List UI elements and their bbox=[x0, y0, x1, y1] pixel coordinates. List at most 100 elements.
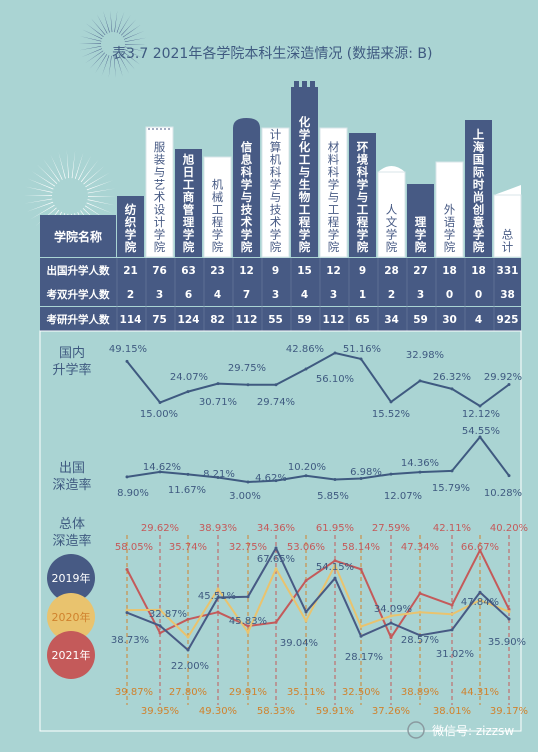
data-label: 10.28% bbox=[484, 488, 522, 499]
column-crenel bbox=[310, 81, 315, 87]
column-name-char: 机 bbox=[212, 178, 224, 192]
data-point bbox=[186, 635, 190, 639]
sun-ray bbox=[81, 48, 103, 58]
sun-ray bbox=[122, 51, 141, 65]
table-row-band bbox=[40, 258, 521, 282]
table-row-label: 出国升学人数 bbox=[47, 264, 110, 277]
data-point bbox=[304, 474, 308, 478]
column-name-char: 文 bbox=[386, 215, 398, 229]
table-cell: 4 bbox=[214, 289, 221, 301]
column-name-char: 学 bbox=[154, 228, 166, 242]
data-label: 34.09% bbox=[374, 604, 412, 615]
data-label: 38.01% bbox=[433, 706, 471, 717]
watermark: 微信号: zizzsw bbox=[407, 721, 514, 739]
data-label: 47.34% bbox=[401, 542, 439, 553]
column-body bbox=[145, 126, 174, 258]
data-label: 35.90% bbox=[488, 637, 526, 648]
data-label: 5.85% bbox=[317, 491, 349, 502]
column-name-char: 院 bbox=[386, 240, 398, 254]
column-name-char: 尚 bbox=[473, 190, 485, 204]
table-cell: 3 bbox=[417, 289, 424, 301]
table-cell: 18 bbox=[442, 265, 457, 277]
sun-ray bbox=[103, 11, 110, 33]
data-label: 29.74% bbox=[257, 397, 295, 408]
data-point bbox=[274, 567, 278, 571]
overall-rate-caption-line1: 总体 bbox=[59, 517, 85, 532]
column-name-char: 技 bbox=[241, 203, 253, 217]
data-label: 59.91% bbox=[316, 706, 354, 717]
table-cell: 23 bbox=[210, 265, 225, 277]
data-point bbox=[274, 620, 278, 624]
column-body bbox=[319, 127, 348, 258]
domestic-rate-caption-line1: 国内 bbox=[59, 345, 85, 361]
data-point bbox=[507, 607, 511, 611]
column-body bbox=[377, 171, 406, 258]
column-name-char: 工 bbox=[328, 203, 340, 217]
data-label: 8.90% bbox=[117, 488, 149, 499]
data-label: 29.75% bbox=[228, 363, 266, 374]
data-label: 29.92% bbox=[484, 372, 522, 383]
column-name-char: 工 bbox=[357, 203, 369, 217]
sun-ray bbox=[24, 195, 53, 196]
watermark-text: 微信号: zizzsw bbox=[432, 724, 514, 738]
sun-ray bbox=[79, 43, 102, 44]
table-cell: 2 bbox=[127, 289, 134, 301]
data-point bbox=[450, 469, 454, 473]
data-point bbox=[246, 480, 250, 484]
data-point bbox=[359, 634, 363, 638]
sun-ray bbox=[50, 154, 63, 180]
data-point bbox=[418, 633, 422, 637]
table-cell: 0 bbox=[446, 289, 453, 301]
table-cell: 3 bbox=[156, 289, 163, 301]
column-body bbox=[175, 149, 202, 257]
table-cell: 6 bbox=[185, 289, 192, 301]
column-dome bbox=[233, 118, 260, 128]
column-body bbox=[291, 87, 318, 257]
data-label: 44.31% bbox=[461, 687, 499, 698]
data-point bbox=[478, 404, 482, 408]
data-point bbox=[418, 591, 422, 595]
column-name-char: 院 bbox=[357, 240, 369, 254]
column-name-char: 材 bbox=[328, 140, 340, 154]
data-point bbox=[304, 579, 308, 583]
data-label: 32.87% bbox=[149, 609, 187, 620]
data-label: 38.73% bbox=[111, 635, 149, 646]
data-label: 42.86% bbox=[286, 344, 324, 355]
data-label: 22.00% bbox=[171, 661, 209, 672]
data-label: 32.75% bbox=[229, 542, 267, 553]
column-name-char: 院 bbox=[125, 240, 137, 254]
table-row-band bbox=[40, 307, 521, 331]
column-body bbox=[233, 128, 260, 257]
column-name-char: 计 bbox=[502, 240, 514, 254]
column-name-char: 与 bbox=[357, 190, 369, 204]
table-row: 出国升学人数 21 76 63 23 12 9 15 12 9 28 27 18 18 331 bbox=[40, 258, 521, 282]
data-label: 45.83% bbox=[229, 616, 267, 627]
sun-ray bbox=[24, 186, 53, 193]
column-name-char: 环 bbox=[357, 140, 369, 154]
data-point bbox=[333, 478, 337, 482]
column-name-char: 科 bbox=[241, 165, 253, 179]
data-label: 32.98% bbox=[406, 350, 444, 361]
data-point bbox=[186, 472, 190, 476]
data-label: 12.07% bbox=[384, 491, 422, 502]
data-label: 56.10% bbox=[316, 374, 354, 385]
sun-ray bbox=[80, 159, 99, 183]
sun-ray bbox=[85, 172, 110, 188]
table-cell: 27 bbox=[413, 265, 428, 277]
data-point bbox=[158, 470, 162, 474]
abroad-rate-chart: 8.90% 14.62% 11.67% 8.21% 3.00% 4.62%10.20% 5.… bbox=[117, 426, 522, 502]
data-point bbox=[359, 357, 363, 361]
column-name-char: 上 bbox=[473, 128, 485, 142]
sun-ray bbox=[43, 158, 60, 182]
data-point bbox=[125, 608, 129, 612]
sun-ray bbox=[87, 196, 116, 197]
column-name-char: 院 bbox=[473, 240, 485, 254]
abroad-rate-caption-line1: 出国 bbox=[59, 461, 85, 476]
data-point bbox=[246, 383, 250, 387]
column-name-char: 时 bbox=[473, 178, 485, 192]
